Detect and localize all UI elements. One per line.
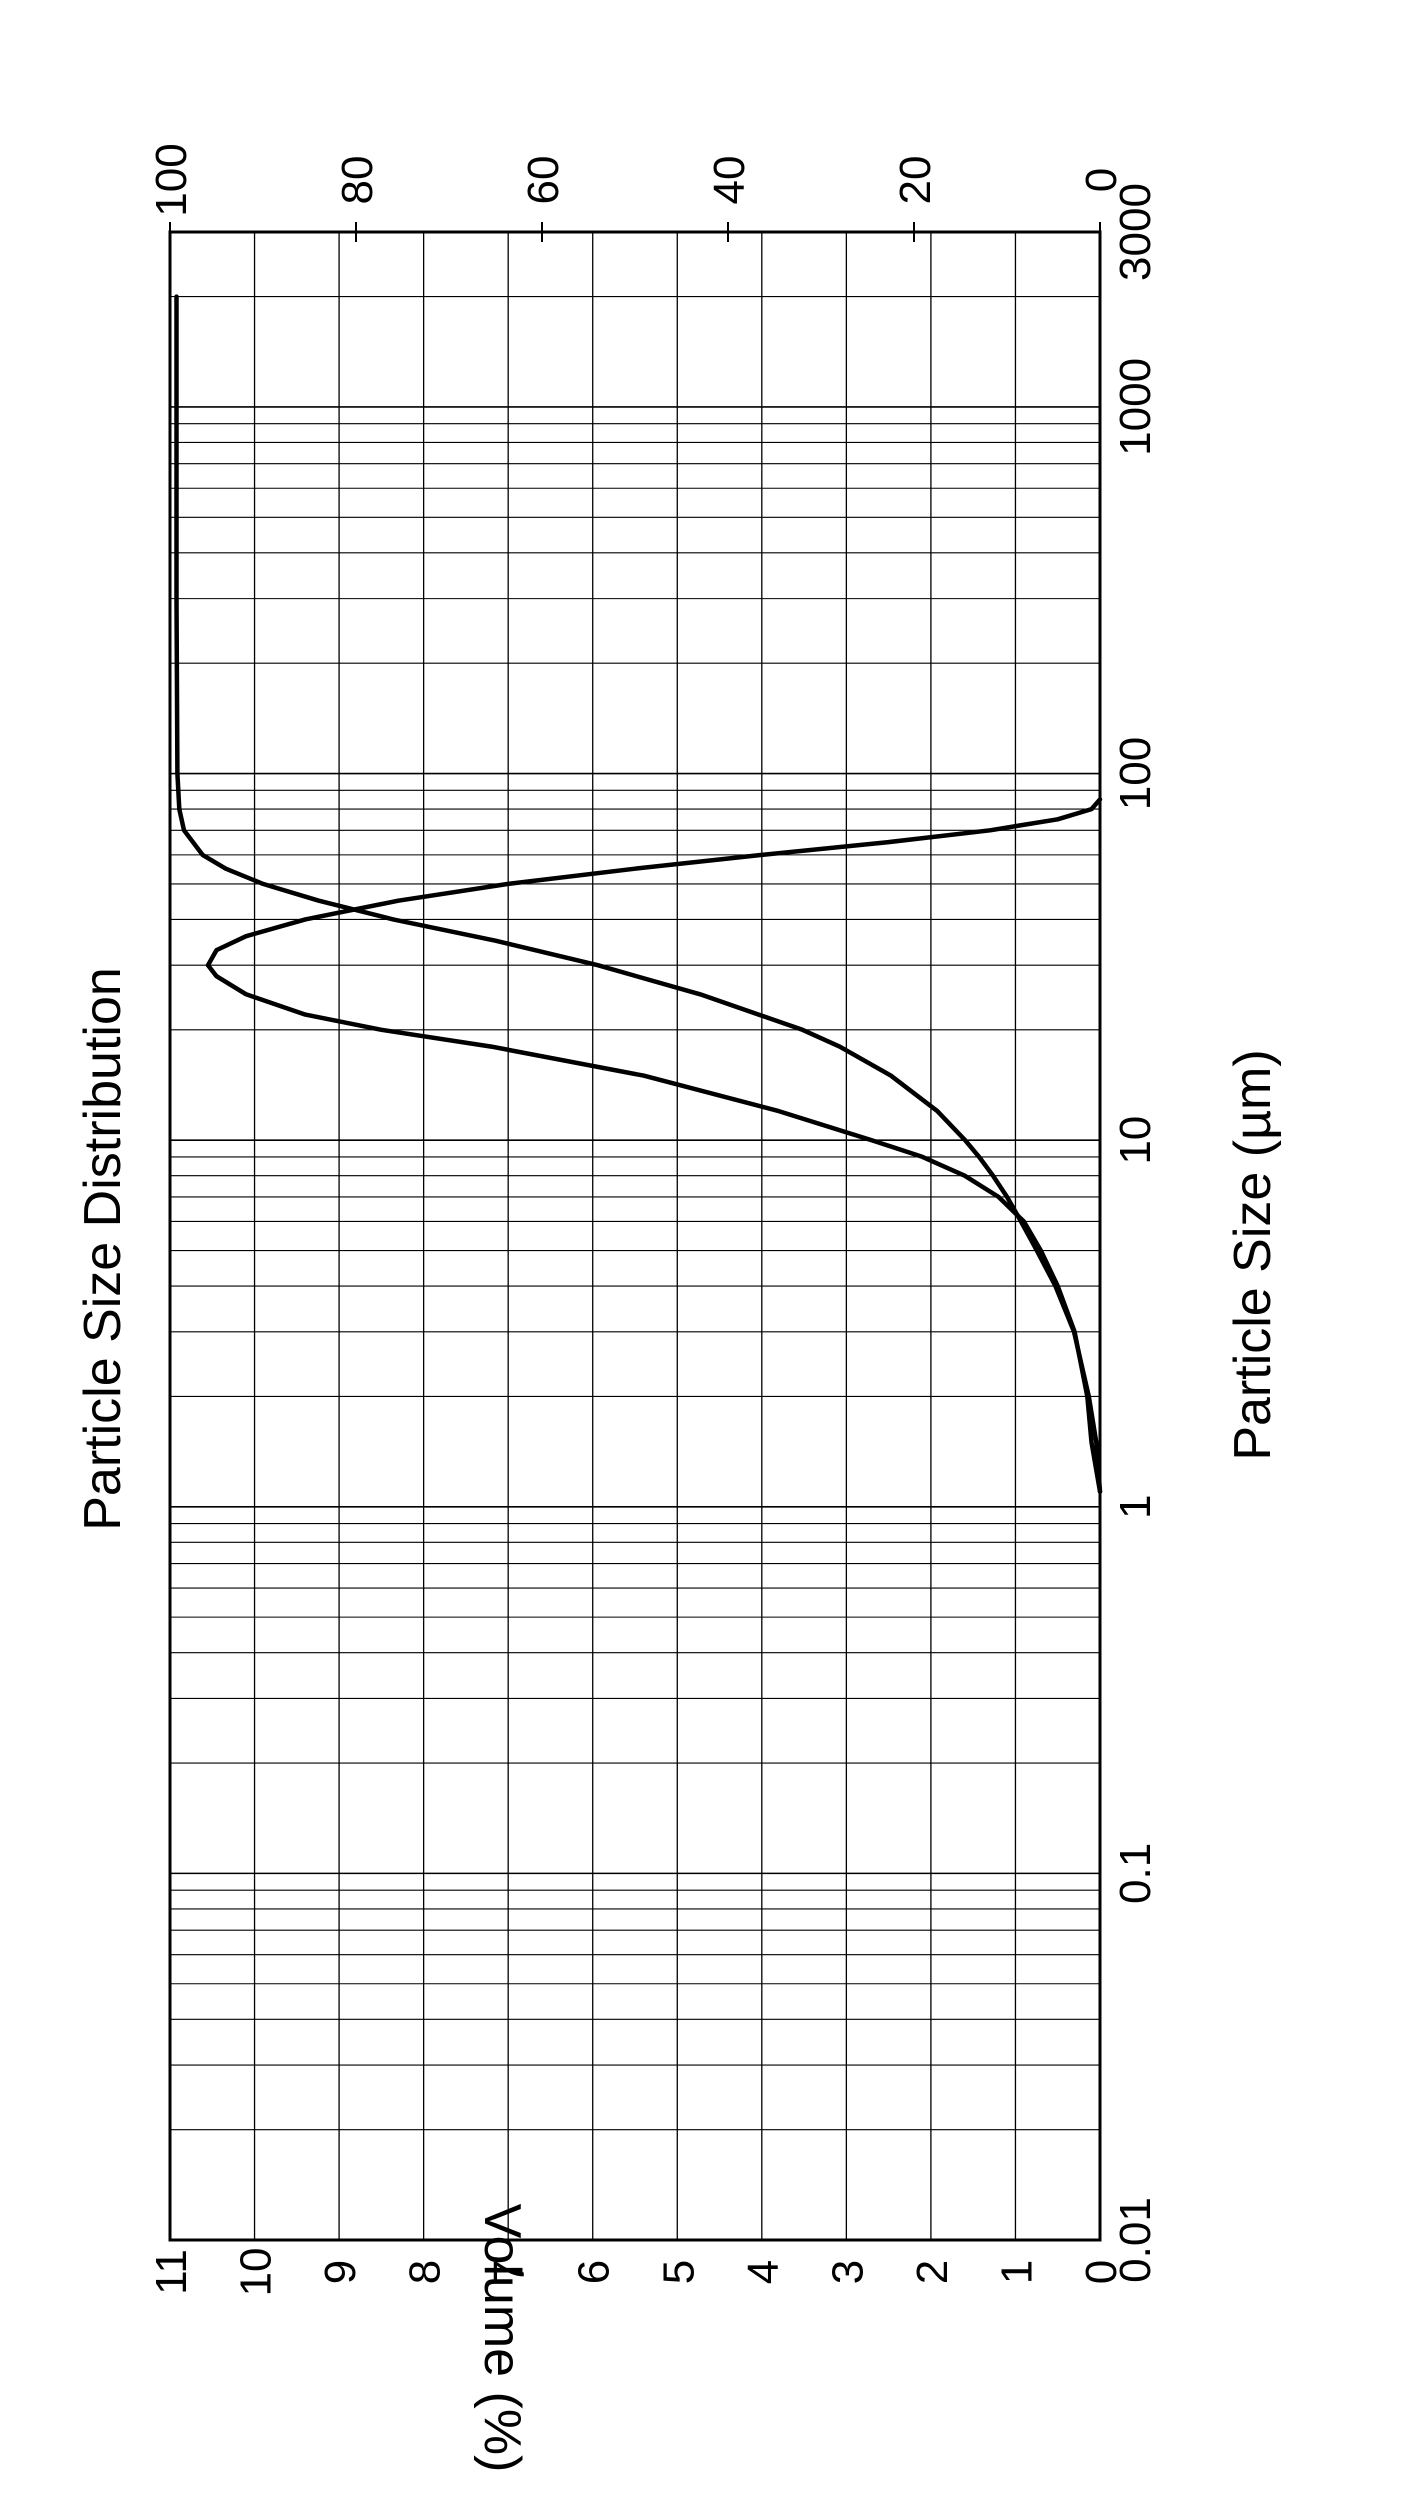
x-axis-label: Particle Size (µm) (1224, 1049, 1282, 1460)
y-tick-label-9: 9 (316, 2260, 365, 2284)
x-tick-label-100: 100 (1111, 737, 1160, 810)
y2-tick-label-40: 40 (705, 156, 754, 205)
grid-lines (170, 232, 1100, 2240)
y-tick-label-3: 3 (823, 2260, 872, 2284)
y2-tick-label-0: 0 (1077, 168, 1126, 192)
y-tick-label-0: 0 (1077, 2260, 1126, 2284)
y2-tick-label-80: 80 (333, 156, 382, 205)
x-tick-label-0.1: 0.1 (1111, 1843, 1160, 1904)
y-tick-label-2: 2 (908, 2260, 957, 2284)
y-tick-label-4: 4 (739, 2260, 788, 2284)
chart-title: Particle Size Distribution (74, 967, 132, 1531)
y2-tick-label-20: 20 (891, 156, 940, 205)
x-tick-label-1: 1 (1111, 1495, 1160, 1519)
y-tick-label-1: 1 (993, 2260, 1042, 2284)
x-tick-label-10: 10 (1111, 1116, 1160, 1165)
y2-tick-label-60: 60 (519, 156, 568, 205)
y-tick-label-7: 7 (485, 2260, 534, 2284)
y-tick-label-10: 10 (232, 2248, 281, 2297)
x-tick-label-1000: 1000 (1111, 358, 1160, 456)
series-layer (177, 297, 1101, 1492)
y-tick-label-5: 5 (654, 2260, 703, 2284)
plot-border (170, 232, 1100, 2240)
cumulative-volume-curve (177, 297, 1101, 1492)
x-tick-label-3000: 3000 (1111, 183, 1160, 281)
y-tick-label-11: 11 (147, 2249, 196, 2295)
y-tick-label-8: 8 (401, 2260, 450, 2284)
plot-frame (170, 222, 1100, 2240)
y-axis-label: Volume (%) (473, 2204, 531, 2473)
y2-tick-label-100: 100 (147, 143, 196, 216)
volume-distribution-curve (208, 799, 1100, 1491)
y-tick-label-6: 6 (570, 2260, 619, 2284)
